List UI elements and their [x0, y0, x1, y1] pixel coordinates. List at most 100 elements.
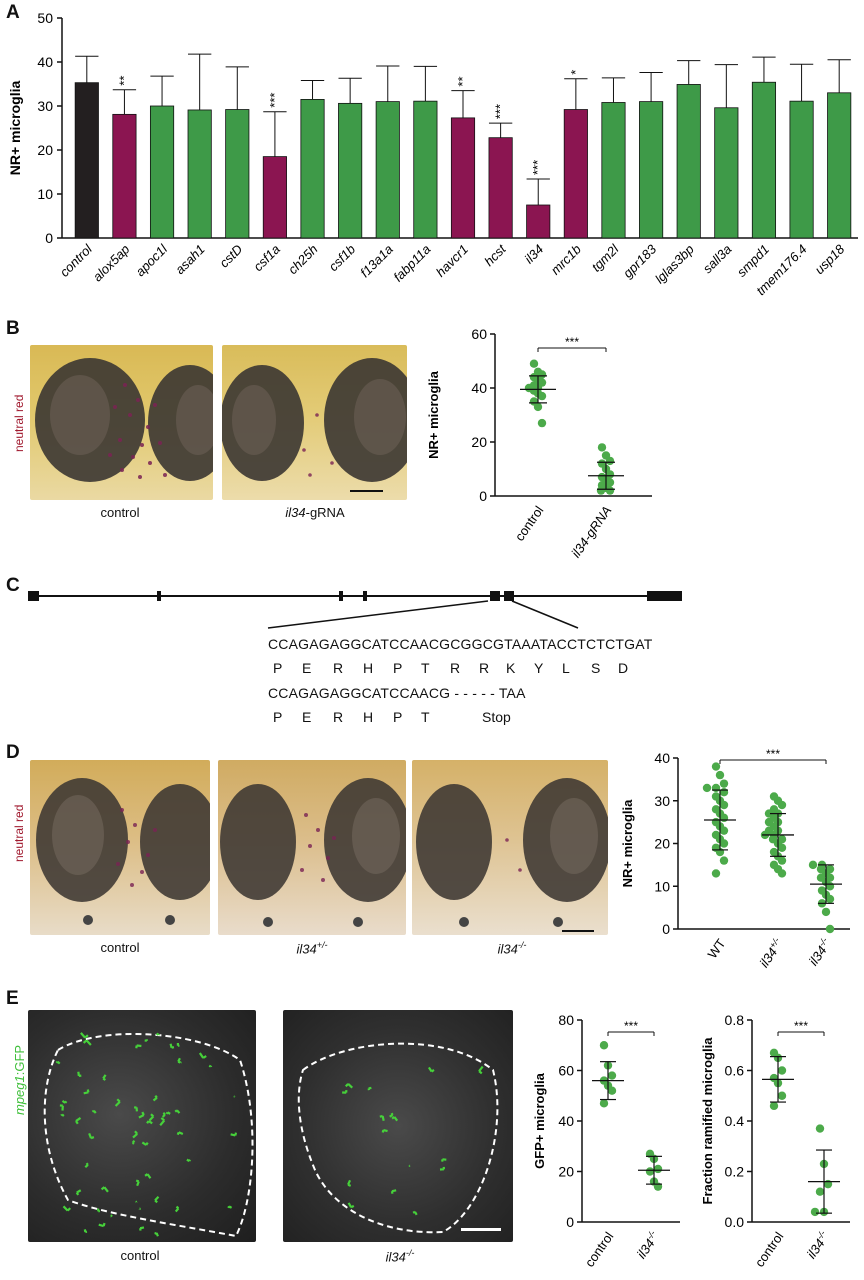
y-tick-label: 30 — [37, 98, 53, 114]
bar-control — [74, 82, 99, 239]
microglia-cell — [83, 1229, 88, 1234]
caption-suffix: -gRNA — [305, 505, 345, 520]
bar-il34 — [526, 204, 551, 239]
mutant-amino-acid: E — [302, 709, 312, 725]
data-point — [719, 813, 729, 823]
y-tick-label: 40 — [471, 380, 487, 396]
microglia-cell — [347, 1202, 355, 1209]
bar-hcst — [488, 137, 513, 239]
y-tick-label: 40 — [558, 1113, 574, 1129]
y-tick-label: 0.6 — [725, 1063, 745, 1079]
panel-e-letter: E — [6, 988, 19, 1009]
significance-stars: ** — [116, 76, 131, 86]
microglia-cell — [169, 1043, 175, 1049]
panel-d-control-caption: control — [70, 940, 170, 955]
y-tick-label: 0 — [479, 488, 487, 504]
exon-3 — [339, 591, 343, 601]
microglia-cell — [391, 1116, 399, 1122]
x-tick-label: il34-/- — [805, 936, 835, 969]
significance-stars: * — [568, 70, 583, 75]
exon-4 — [363, 591, 367, 601]
x-tick-label: control — [582, 1229, 617, 1270]
microglia-cell — [102, 1074, 107, 1081]
significance-stars: *** — [794, 1019, 808, 1033]
data-point — [719, 800, 729, 810]
data-point — [715, 770, 725, 780]
data-point — [815, 1124, 825, 1133]
microglia-cell — [176, 1043, 180, 1047]
data-point — [529, 359, 539, 368]
x-tick-label: il34+/- — [756, 936, 787, 971]
data-point — [719, 788, 729, 797]
significance-stars: ** — [455, 76, 470, 86]
data-point — [825, 882, 835, 891]
bar-csf1b — [338, 102, 363, 239]
microglia-cell — [186, 1158, 192, 1162]
bar-havcr1 — [450, 117, 476, 239]
data-point — [777, 843, 787, 852]
bar-tgm2l — [601, 102, 626, 239]
microglia-cell — [84, 1162, 89, 1169]
microglia-cell — [88, 1132, 95, 1140]
data-point — [777, 869, 787, 878]
bar-lglas3bp — [676, 84, 701, 239]
data-point — [825, 924, 835, 934]
panel-b-control-caption: control — [70, 505, 170, 520]
x-tick-label: sall3a — [700, 242, 735, 277]
microglia-cell — [379, 1114, 385, 1122]
microglia-cell — [367, 1086, 372, 1091]
exon-1 — [28, 591, 39, 601]
panel-e-control-caption: control — [90, 1248, 190, 1263]
panel-a-letter: A — [6, 2, 20, 23]
significance-stars: *** — [624, 1019, 638, 1033]
microglia-cell — [77, 1071, 82, 1077]
significance-stars: *** — [766, 747, 780, 761]
data-point — [769, 1101, 779, 1111]
wt-amino-acid: H — [363, 660, 374, 676]
bar-gpr183 — [639, 101, 664, 239]
panel-b-stain-label: neutral red — [12, 394, 26, 452]
microglia-cell — [478, 1065, 484, 1075]
x-tick-label: control — [512, 503, 547, 544]
panel-d-control-larva-image — [30, 760, 210, 935]
microglia-cell — [114, 1098, 121, 1107]
y-tick-label: 30 — [654, 793, 670, 809]
bar-asah1 — [187, 109, 212, 239]
x-tick-label: apoc1l — [132, 241, 170, 279]
microglia-cell — [141, 1141, 149, 1146]
data-point — [597, 443, 607, 452]
bar-apoc1l — [149, 105, 175, 239]
microglia-cell — [161, 1112, 166, 1118]
microglia-cell — [135, 1179, 140, 1187]
x-tick-label: csf1a — [250, 242, 283, 275]
microglia-cell — [80, 1032, 89, 1039]
microglia-cell — [381, 1128, 388, 1133]
x-tick-label: lglas3bp — [652, 242, 697, 287]
microglia-cell — [342, 1090, 348, 1094]
caption-gene: il34 — [285, 505, 306, 520]
bar-smpd1 — [751, 81, 777, 239]
microglia-cell — [135, 1044, 142, 1049]
caption-genotype: +/- — [316, 940, 328, 950]
y-tick-label: 0 — [566, 1214, 574, 1230]
data-point — [599, 1041, 609, 1050]
x-tick-label: il34-gRNA — [568, 503, 614, 560]
microglia-cell — [61, 1099, 68, 1104]
bar-csf1a — [262, 156, 287, 239]
significance-stars: *** — [493, 104, 508, 119]
data-point — [711, 762, 721, 771]
bar-cstD — [225, 109, 250, 239]
mutant-amino-acid: P — [273, 709, 283, 725]
panel-b-scatter-plot: 0 20 40 60 NR+ microglia control il34-gRNA *** — [426, 326, 652, 560]
microglia-cell — [389, 1112, 394, 1118]
wt-amino-acid: K — [506, 660, 516, 676]
x-tick-label: mrc1b — [548, 242, 584, 278]
microglia-cell — [98, 1222, 106, 1228]
y-axis-label: NR+ microglia — [620, 799, 635, 888]
wt-amino-acid: R — [479, 660, 490, 676]
data-point — [607, 1071, 617, 1080]
panel-e-ramified-scatter-plot: 0.0 0.2 0.4 0.6 0.8 Fraction ramified microgl… — [700, 1012, 850, 1270]
data-point — [605, 456, 615, 466]
panel-d-ko-larva-image — [412, 760, 608, 935]
wt-amino-acid: S — [591, 660, 601, 676]
